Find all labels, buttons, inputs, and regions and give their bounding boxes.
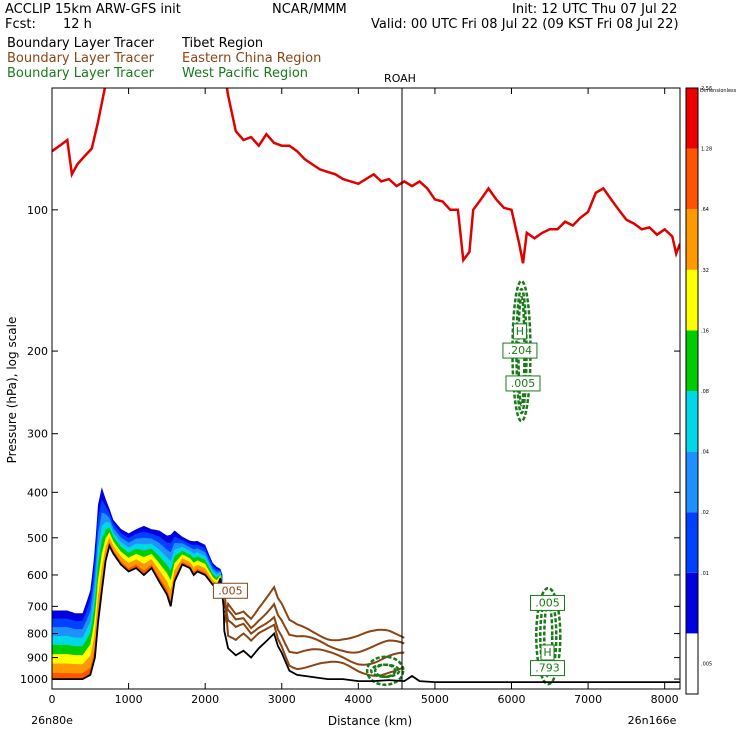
colorbar-label: .16 <box>701 328 709 334</box>
start-location-label: 26n80e <box>31 714 73 727</box>
legend-tibet-prefix: Boundary Layer Tracer <box>7 36 154 51</box>
eastern-china-contour <box>223 602 405 654</box>
plot-frame <box>51 87 681 690</box>
colorbar-label: .08 <box>701 389 709 395</box>
colorbar-segment <box>686 330 698 391</box>
tibet-tracer-band-7 <box>52 537 223 680</box>
contour-label-box <box>512 323 527 340</box>
x-tick-label: 5000 <box>421 693 449 706</box>
marker-label: ROAH <box>384 72 416 85</box>
axes: 0 1000 2000 3000 4000 5000 6000 7000 80001002003… <box>20 88 680 706</box>
colorbar-label: 1.28 <box>701 147 712 153</box>
contour-label: H <box>543 646 551 659</box>
x-tick-label: 2000 <box>191 693 219 706</box>
colorbar-label: 2.56 <box>701 86 712 92</box>
y-axis-title: Pressure (hPa), log scale <box>5 317 19 464</box>
y-tick-label: 900 <box>27 652 48 665</box>
contour-label-box <box>530 594 566 611</box>
west-pacific-contour-lower <box>539 594 558 678</box>
organization-label: NCAR/MMM <box>272 2 347 17</box>
west-pacific-contour-surface <box>373 663 397 678</box>
x-axis-title: Distance (km) <box>328 714 412 728</box>
legend-west-pacific-region: West Pacific Region <box>182 66 309 81</box>
contour-label-box <box>505 375 541 392</box>
colorbar-label: .02 <box>701 510 709 516</box>
x-tick-label: 8000 <box>651 693 679 706</box>
model-title: ACCLIP 15km ARW-GFS init <box>5 2 181 17</box>
colorbar-segment <box>686 391 698 452</box>
legend-west-pacific-prefix: Boundary Layer Tracer <box>7 66 154 81</box>
x-tick-label: 7000 <box>574 693 602 706</box>
y-tick-label: 500 <box>27 532 48 545</box>
colorbar-segment <box>686 148 698 210</box>
y-tick-label: 1000 <box>20 673 48 686</box>
colorbar: .005 .01 .02 .04 .08 .16 .32 .64 1.28 2.56Dimensi… <box>685 86 737 695</box>
x-tick-label: 4000 <box>344 693 372 706</box>
init-time: Init: 12 UTC Thu 07 Jul 22 <box>512 2 678 17</box>
colorbar-frame <box>685 87 699 695</box>
legend-eastern-china-prefix: Boundary Layer Tracer <box>7 51 154 66</box>
contour-label: .005 <box>218 584 243 597</box>
x-tick-label: 3000 <box>268 693 296 706</box>
west-pacific-contour-lower <box>535 586 562 686</box>
colorbar-segment <box>686 209 698 270</box>
eastern-china-contour <box>223 585 405 642</box>
legend-tibet-region: Tibet Region <box>182 36 264 51</box>
contour-label-box <box>502 342 538 359</box>
colorbar-segment <box>686 88 698 149</box>
contour-labels: .005 H .204 .005 .005 H .793 <box>212 323 566 677</box>
colorbar-label: .64 <box>701 207 709 213</box>
colorbar-segment <box>686 269 698 331</box>
y-tick-label: 800 <box>27 628 48 641</box>
contour-label: .005 <box>511 377 536 390</box>
colorbar-segment <box>686 633 698 694</box>
colorbar-label: .01 <box>701 571 709 577</box>
eastern-china-contour <box>223 600 405 666</box>
colorbar-title: Dimensionless <box>700 88 737 94</box>
contour-label-box <box>530 660 566 677</box>
contour-label-box <box>212 582 248 599</box>
colorbar-label: .32 <box>701 268 709 274</box>
contour-label: .793 <box>535 662 560 675</box>
valid-time: Valid: 00 UTC Fri 08 Jul 22 (09 KST Fri … <box>371 17 679 32</box>
x-tick-label: 6000 <box>498 693 526 706</box>
colorbar-label: .04 <box>701 450 709 456</box>
y-tick-label: 600 <box>27 569 48 582</box>
colorbar-segment <box>686 572 698 634</box>
west-pacific-contour-surface <box>365 655 405 686</box>
colorbar-segment <box>686 451 698 513</box>
y-tick-label: 700 <box>27 600 48 613</box>
forecast-label: Fcst: <box>5 17 36 32</box>
forecast-hour: 12 h <box>63 17 92 32</box>
colorbar-label: .005 <box>701 662 712 668</box>
tracer-fills <box>52 476 223 680</box>
end-location-label: 26n166e <box>628 714 677 727</box>
contour-label: .204 <box>508 344 533 357</box>
y-tick-label: 100 <box>27 204 48 217</box>
contour-label: H <box>516 325 524 338</box>
contour-label-box <box>540 644 555 661</box>
y-tick-label: 300 <box>27 428 48 441</box>
x-tick-label: 0 <box>49 693 56 706</box>
contour-label: .005 <box>535 596 560 609</box>
tropopause-line <box>52 88 680 264</box>
x-tick-label: 1000 <box>115 693 143 706</box>
plot-area <box>52 88 680 689</box>
y-tick-label: 400 <box>27 486 48 499</box>
y-tick-label: 200 <box>27 345 48 358</box>
legend-eastern-china-region: Eastern China Region <box>182 51 322 66</box>
colorbar-segment <box>686 512 698 573</box>
